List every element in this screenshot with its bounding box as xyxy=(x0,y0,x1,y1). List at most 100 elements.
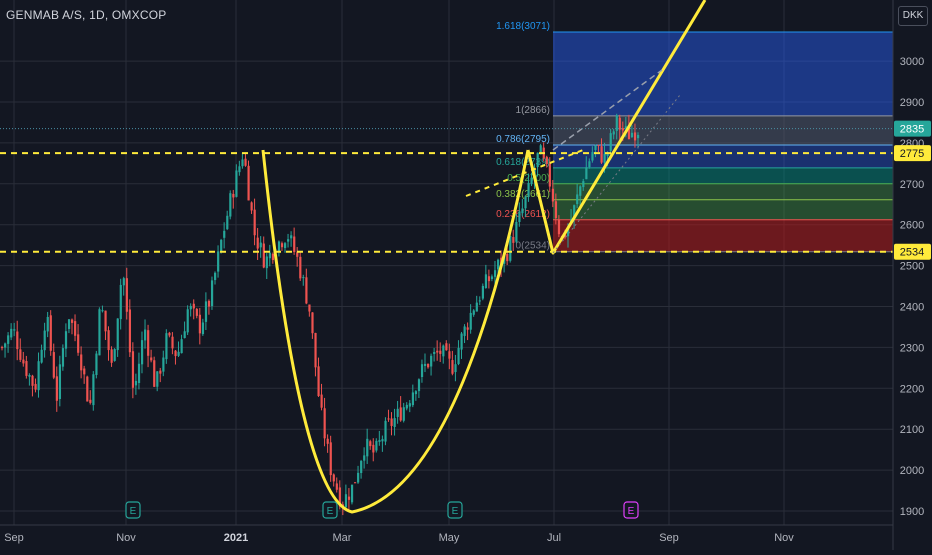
candle-body xyxy=(265,256,268,269)
candle-body xyxy=(131,351,135,388)
candle-body xyxy=(58,364,62,400)
candle-body xyxy=(25,361,28,376)
candle-body xyxy=(445,343,448,351)
drawings[interactable] xyxy=(0,0,893,514)
candle-body xyxy=(287,239,290,242)
cup-curve[interactable] xyxy=(261,149,530,514)
x-tick-label: Nov xyxy=(774,532,794,544)
y-tick-label: 2700 xyxy=(900,179,924,191)
fib-level-label: 0.236(2612) xyxy=(496,209,550,220)
channel-line-lower[interactable] xyxy=(552,94,681,254)
candle-body xyxy=(563,234,567,238)
earnings-marker-label: E xyxy=(130,506,137,517)
candle-body xyxy=(353,482,357,484)
candle-body xyxy=(67,319,71,329)
y-tick-label: 2500 xyxy=(900,261,924,273)
candle-body xyxy=(329,442,332,476)
candle-body xyxy=(338,487,341,507)
neckline-dashed[interactable] xyxy=(465,149,584,197)
candle-body xyxy=(451,360,454,374)
earnings-marker[interactable] xyxy=(125,501,141,519)
price-label: 2775 xyxy=(900,148,924,160)
candle-body xyxy=(442,345,445,357)
candle-body xyxy=(539,145,542,155)
candle-body xyxy=(89,399,92,403)
earnings-marker[interactable] xyxy=(322,501,338,519)
candle-body xyxy=(624,126,628,129)
candle-body xyxy=(469,312,472,330)
candle-body xyxy=(527,182,530,198)
candle-body xyxy=(490,276,494,280)
y-tick-label: 2300 xyxy=(900,342,924,354)
candle-body xyxy=(80,354,83,371)
candle-body xyxy=(363,455,366,461)
candle-body xyxy=(195,308,198,316)
candle-body xyxy=(567,226,570,237)
candle-body xyxy=(43,330,46,351)
candle-body xyxy=(433,351,436,354)
price-axis[interactable]: 1900200021002200230024002500260027002800… xyxy=(892,0,931,550)
candle-body xyxy=(296,252,299,257)
candle-body xyxy=(226,215,229,230)
candle-body xyxy=(116,318,119,351)
candle-body xyxy=(107,330,110,351)
candle-body xyxy=(326,438,329,444)
candle-body xyxy=(390,418,393,426)
candle-body xyxy=(630,132,634,138)
earnings-marker-label: E xyxy=(452,506,459,517)
candle-body xyxy=(147,330,150,356)
earnings-marker-label: E xyxy=(628,506,635,517)
candle-body xyxy=(582,181,585,188)
candle-body xyxy=(280,243,284,248)
candle-body xyxy=(171,336,174,349)
candle-body xyxy=(253,209,256,236)
fib-zone xyxy=(553,183,893,200)
candle-body xyxy=(299,256,302,279)
candle-body xyxy=(554,201,558,219)
candle-body xyxy=(125,278,128,312)
candle-body xyxy=(600,146,603,163)
candle-body xyxy=(369,441,372,447)
candle-body xyxy=(305,277,308,304)
candle-body xyxy=(140,340,144,365)
candle-body xyxy=(603,153,606,163)
candle-body xyxy=(408,403,411,407)
candle-body xyxy=(606,152,609,156)
candle-body xyxy=(83,368,86,375)
candle-body xyxy=(98,309,101,356)
candle-body xyxy=(241,159,244,167)
candle-body xyxy=(399,407,402,421)
x-tick-label: Nov xyxy=(116,532,136,544)
candle-body xyxy=(183,331,186,339)
candle-body xyxy=(436,350,439,353)
candle-body xyxy=(633,132,637,141)
candle-body xyxy=(308,304,311,312)
candle-body xyxy=(427,364,430,368)
candle-body xyxy=(448,351,451,359)
candle-body xyxy=(466,327,469,330)
candle-body xyxy=(366,438,369,457)
candle-body xyxy=(506,253,509,262)
candle-body xyxy=(290,235,293,239)
y-tick-label: 2100 xyxy=(900,424,924,436)
earnings-marker[interactable] xyxy=(623,501,639,519)
channel-line-upper[interactable] xyxy=(552,69,663,151)
currency-button[interactable]: DKK xyxy=(898,6,928,26)
fib-level-label: 1(2866) xyxy=(516,105,550,116)
candle-body xyxy=(110,349,113,363)
fib-zone xyxy=(553,199,893,220)
candle-body xyxy=(277,241,281,253)
earnings-marker-label: E xyxy=(327,506,334,517)
candle-body xyxy=(521,208,524,214)
candle-body xyxy=(40,349,43,363)
candle-body xyxy=(396,408,399,417)
candle-body xyxy=(180,339,183,354)
candle-body xyxy=(95,353,98,375)
time-axis[interactable]: Sep Nov 2021 Mar May Jul Sep Nov xyxy=(0,524,893,544)
earnings-marker[interactable] xyxy=(447,501,463,519)
candle-body xyxy=(238,166,241,173)
fib-retracement[interactable]: 1.618(3071) 1(2866) 0.786(2795) 0.618(2739)… xyxy=(496,21,893,253)
